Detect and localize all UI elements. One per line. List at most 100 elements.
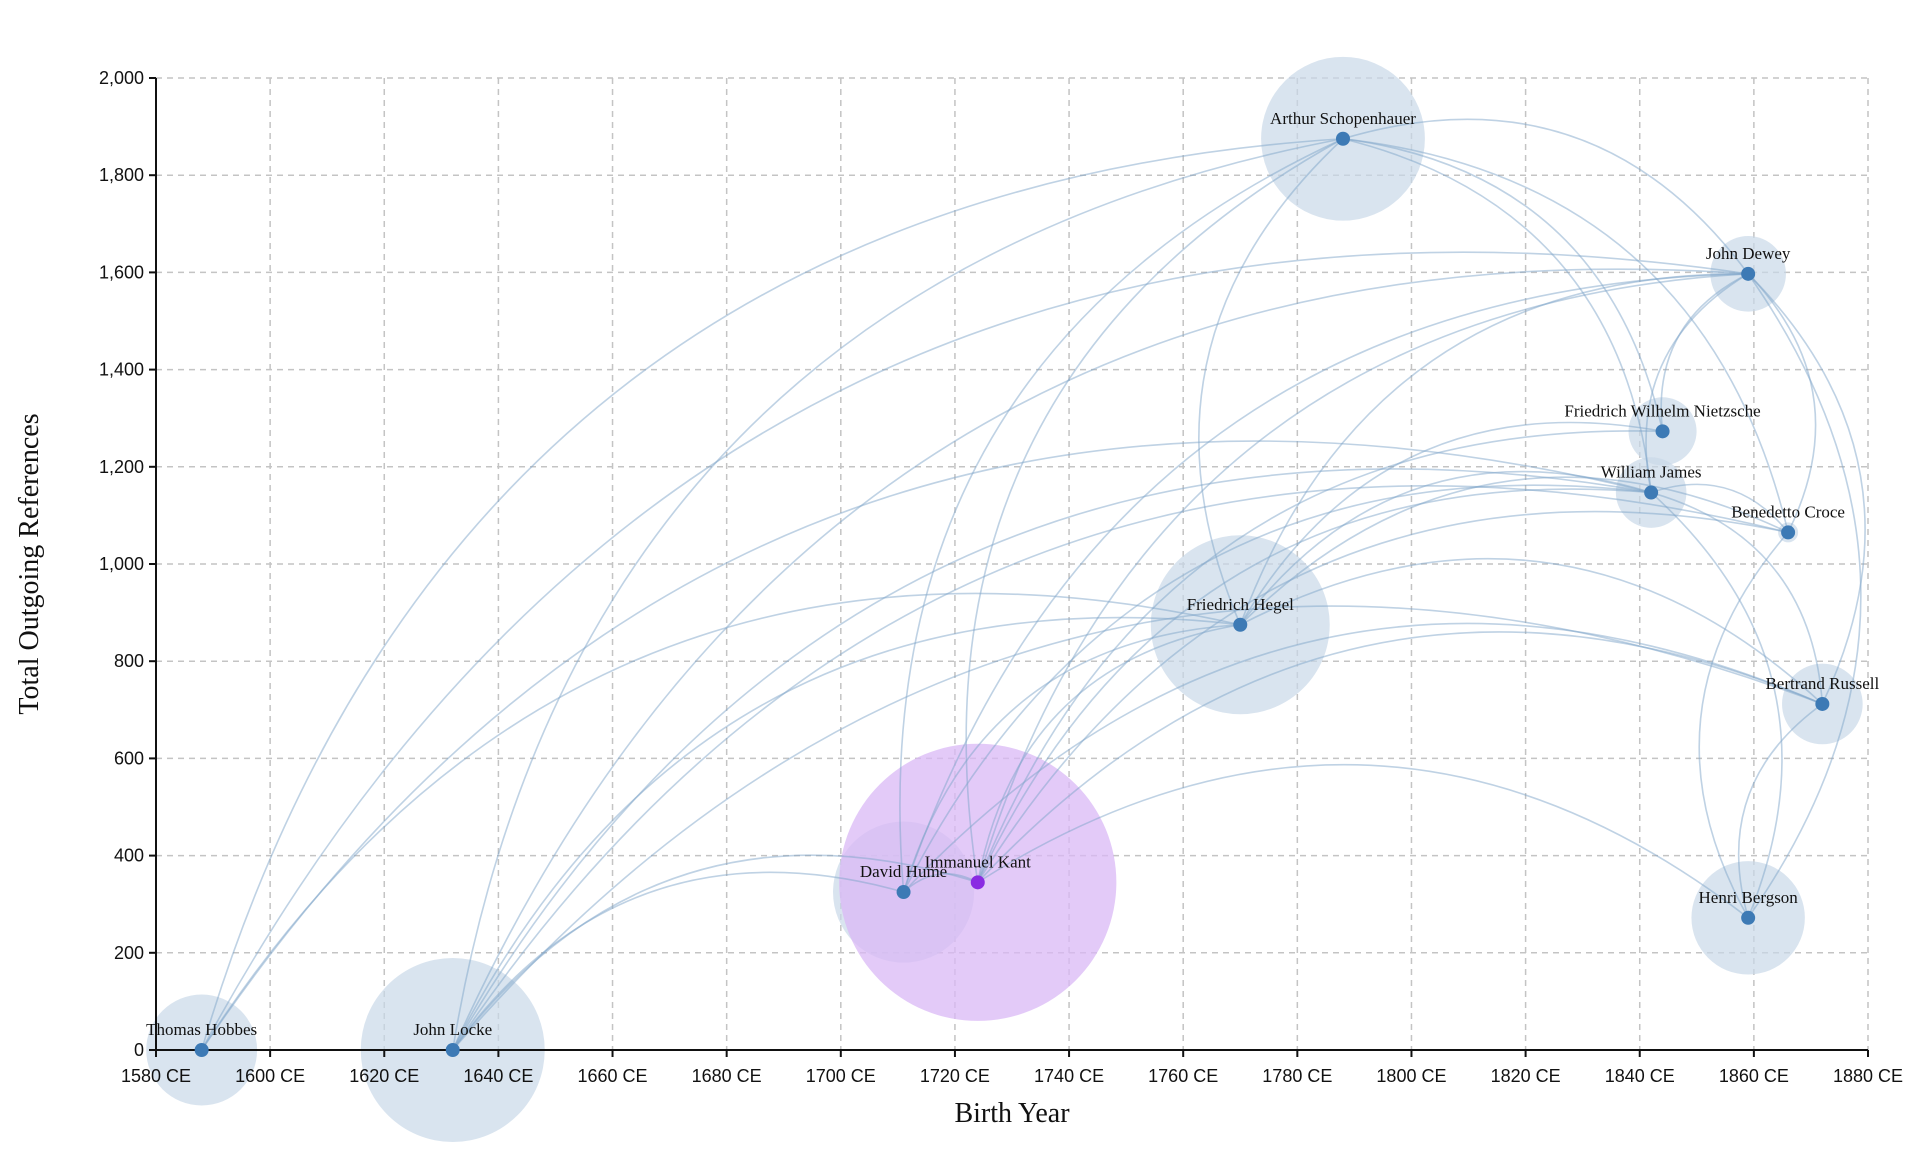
node-label-immanuel-kant: Immanuel Kant xyxy=(925,852,1031,871)
edge-david-hume-to-john-dewey xyxy=(902,273,1749,893)
x-tick-label: 1580 CE xyxy=(121,1066,191,1086)
node-labels: Thomas Hobbes John Locke David HumeImmanue… xyxy=(146,109,1879,1039)
edge-david-hume-to-immanuel-kant xyxy=(903,872,979,893)
edge-john-dewey-to-bertrand-russell xyxy=(1747,273,1866,705)
edge-friedrich-hegel-to-friedrich-wilhelm-nietzsche xyxy=(1239,421,1663,626)
edge-arthur-schopenhauer-to-john-dewey xyxy=(1342,118,1749,275)
edge-john-locke-to-arthur-schopenhauer xyxy=(451,137,1344,1051)
x-tick-label: 1740 CE xyxy=(1034,1066,1104,1086)
edge-david-hume-to-arthur-schopenhauer xyxy=(899,138,1344,893)
x-tick-label: 1620 CE xyxy=(349,1066,419,1086)
node-point-john-dewey[interactable] xyxy=(1741,266,1756,281)
node-label-henri-bergson: Henri Bergson xyxy=(1699,888,1799,907)
y-tick-label: 2,000 xyxy=(99,68,144,88)
node-point-thomas-hobbes[interactable] xyxy=(194,1043,209,1057)
x-tick-label: 1780 CE xyxy=(1262,1066,1332,1086)
x-tick-label: 1860 CE xyxy=(1719,1066,1789,1086)
edge-immanuel-kant-to-john-dewey xyxy=(976,273,1749,883)
edge-john-locke-to-bertrand-russell xyxy=(452,605,1823,1051)
edge-bertrand-russell-to-henri-bergson xyxy=(1737,703,1823,919)
node-label-friedrich-hegel: Friedrich Hegel xyxy=(1187,595,1294,614)
edge-immanuel-kant-to-bertrand-russell xyxy=(977,631,1823,883)
x-tick-label: 1640 CE xyxy=(463,1066,533,1086)
x-tick-label: 1820 CE xyxy=(1491,1066,1561,1086)
reference-edges xyxy=(200,118,1866,1051)
edge-immanuel-kant-to-william-james xyxy=(977,488,1652,883)
edge-immanuel-kant-to-friedrich-hegel xyxy=(976,623,1241,883)
edge-friedrich-hegel-to-benedetto-croce xyxy=(1239,476,1789,626)
y-tick-label: 200 xyxy=(114,943,144,963)
node-label-john-locke: John Locke xyxy=(413,1020,492,1039)
edge-arthur-schopenhauer-to-friedrich-wilhelm-nietzsche xyxy=(1342,137,1664,432)
y-tick-label: 1,000 xyxy=(99,554,144,574)
node-label-william-james: William James xyxy=(1601,463,1702,482)
edge-friedrich-hegel-to-bertrand-russell xyxy=(1239,557,1823,705)
edge-benedetto-croce-to-henri-bergson xyxy=(1698,531,1789,919)
node-halos xyxy=(146,56,1863,1142)
node-label-bertrand-russell: Bertrand Russell xyxy=(1765,674,1879,693)
edge-john-locke-to-william-james xyxy=(452,468,1652,1051)
edge-immanuel-kant-to-benedetto-croce xyxy=(977,510,1789,883)
node-label-friedrich-wilhelm-nietzsche: Friedrich Wilhelm Nietzsche xyxy=(1564,401,1760,420)
edge-john-dewey-to-benedetto-croce xyxy=(1747,273,1817,533)
y-tick-label: 1,800 xyxy=(99,165,144,185)
x-tick-label: 1680 CE xyxy=(692,1066,762,1086)
edge-thomas-hobbes-to-arthur-schopenhauer xyxy=(200,137,1344,1051)
edge-william-james-to-benedetto-croce xyxy=(1650,483,1789,533)
node-point-friedrich-hegel[interactable] xyxy=(1233,617,1248,632)
x-axis-ticks: 1580 CE 1600 CE 1620 CE 1640 CE 1660 CE 1680 … xyxy=(121,1050,1903,1086)
y-axis-ticks: 0 200 400 600 800 1,000 1,200 1,400 1,600 1,800 2,… xyxy=(99,68,156,1060)
edge-immanuel-kant-to-arthur-schopenhauer xyxy=(965,138,1344,883)
x-tick-label: 1600 CE xyxy=(235,1066,305,1086)
node-label-benedetto-croce: Benedetto Croce xyxy=(1731,502,1845,521)
edge-john-locke-to-david-hume xyxy=(452,871,904,1051)
edge-arthur-schopenhauer-to-benedetto-croce xyxy=(1342,137,1789,533)
edge-john-locke-to-benedetto-croce xyxy=(452,485,1789,1051)
edge-john-locke-to-john-dewey xyxy=(452,268,1749,1051)
x-tick-label: 1660 CE xyxy=(578,1066,648,1086)
node-label-david-hume: David Hume xyxy=(860,862,947,881)
edge-friedrich-hegel-to-john-dewey xyxy=(1239,273,1749,626)
edge-friedrich-hegel-to-william-james xyxy=(1239,470,1652,626)
node-point-benedetto-croce[interactable] xyxy=(1781,525,1796,540)
node-point-john-locke[interactable] xyxy=(445,1043,460,1057)
edge-william-james-to-henri-bergson xyxy=(1650,491,1783,919)
node-point-david-hume[interactable] xyxy=(896,885,911,900)
edge-friedrich-hegel-to-arthur-schopenhauer xyxy=(1198,138,1344,626)
x-tick-label: 1760 CE xyxy=(1148,1066,1218,1086)
x-axis-title: Birth Year xyxy=(954,1098,1070,1129)
edge-david-hume-to-bertrand-russell xyxy=(902,622,1823,893)
node-point-arthur-schopenhauer[interactable] xyxy=(1335,131,1350,146)
x-tick-label: 1700 CE xyxy=(806,1066,876,1086)
edge-william-james-to-bertrand-russell xyxy=(1650,491,1824,705)
edge-william-james-to-john-dewey xyxy=(1645,273,1749,493)
node-point-immanuel-kant[interactable] xyxy=(970,875,985,890)
edge-immanuel-kant-to-friedrich-wilhelm-nietzsche xyxy=(977,430,1663,883)
node-point-william-james[interactable] xyxy=(1644,485,1659,500)
edge-arthur-schopenhauer-to-william-james xyxy=(1342,137,1652,493)
node-point-bertrand-russell[interactable] xyxy=(1815,696,1830,711)
edge-thomas-hobbes-to-william-james xyxy=(200,440,1652,1051)
edge-immanuel-kant-to-henri-bergson xyxy=(977,763,1749,919)
y-tick-label: 400 xyxy=(114,846,144,866)
y-axis-title: Total Outgoing References xyxy=(14,413,45,714)
node-point-friedrich-wilhelm-nietzsche[interactable] xyxy=(1655,424,1670,439)
y-tick-label: 1,400 xyxy=(99,360,144,380)
edge-john-locke-to-immanuel-kant xyxy=(452,854,978,1051)
node-point-henri-bergson[interactable] xyxy=(1741,910,1756,925)
y-tick-label: 1,600 xyxy=(99,262,144,282)
y-tick-label: 800 xyxy=(114,651,144,671)
x-tick-label: 1880 CE xyxy=(1833,1066,1903,1086)
y-tick-label: 0 xyxy=(134,1040,144,1060)
edge-john-dewey-to-henri-bergson xyxy=(1747,273,1862,919)
node-label-john-dewey: John Dewey xyxy=(1706,244,1791,263)
node-label-thomas-hobbes: Thomas Hobbes xyxy=(146,1020,257,1039)
x-tick-label: 1840 CE xyxy=(1605,1066,1675,1086)
nodes xyxy=(194,131,1830,1057)
edge-thomas-hobbes-to-john-dewey xyxy=(200,251,1749,1051)
x-tick-label: 1720 CE xyxy=(920,1066,990,1086)
y-tick-label: 600 xyxy=(114,748,144,768)
y-tick-label: 1,200 xyxy=(99,457,144,477)
edge-john-locke-to-friedrich-hegel xyxy=(452,616,1241,1051)
